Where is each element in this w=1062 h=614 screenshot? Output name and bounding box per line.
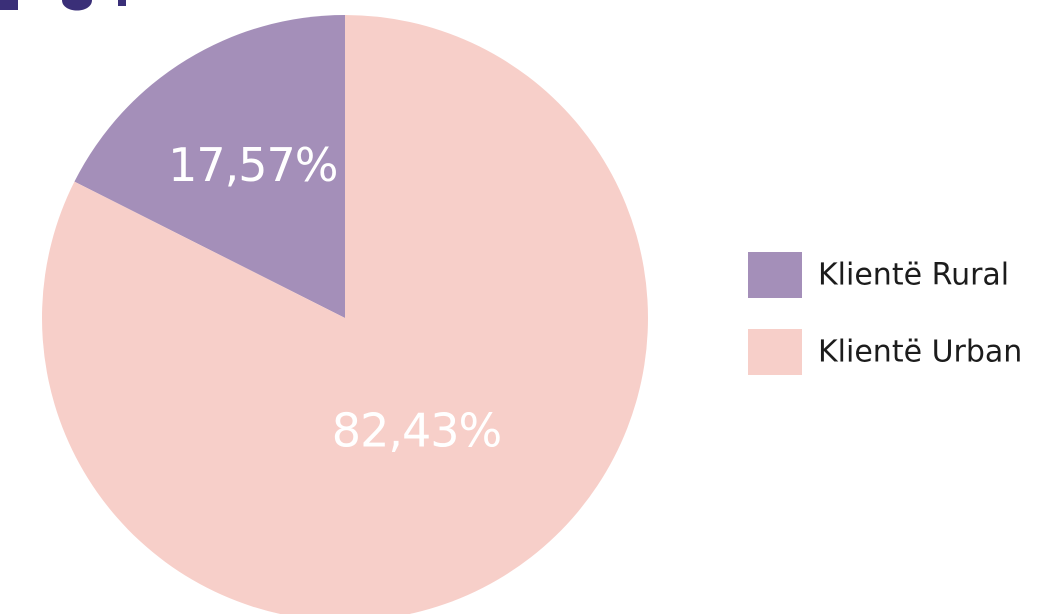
cropped-heading-fragment xyxy=(0,0,126,11)
legend-label-0: Klientë Rural xyxy=(818,258,1009,293)
pie-slice-labels: 17,57% 82,43% xyxy=(168,138,502,458)
pie-slices xyxy=(42,15,648,614)
legend-swatch-0 xyxy=(748,252,802,298)
legend-label-1: Klientë Urban xyxy=(818,335,1022,370)
pie-slice-1 xyxy=(42,15,648,614)
pie-slice-0 xyxy=(74,15,346,318)
slice-value-label-0: 17,57% xyxy=(168,138,337,192)
legend: Klientë Rural Klientë Urban xyxy=(748,252,1022,375)
slice-value-label-1: 82,43% xyxy=(332,404,501,458)
legend-swatch-1 xyxy=(748,329,802,375)
